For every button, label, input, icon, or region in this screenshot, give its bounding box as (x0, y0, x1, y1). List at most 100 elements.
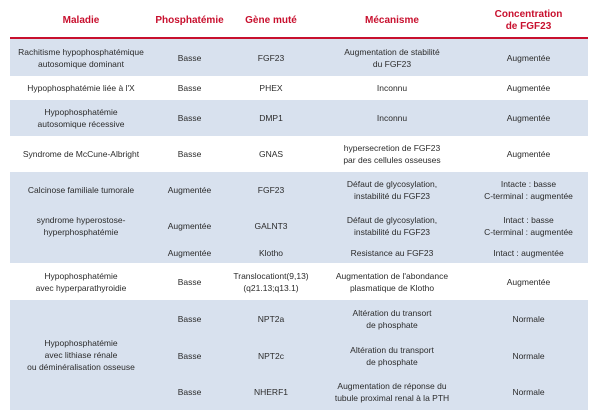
table-row: Hypophosphatémie avec lithiase rénale ou… (10, 300, 588, 410)
cell-text: Défaut de glycosylation, (346, 214, 438, 225)
cell-maladie: Hypophosphatémie avec lithiase rénale ou… (10, 300, 152, 410)
cell-gene: Klotho (227, 243, 315, 263)
cell-text: Augmentation de réponse du (337, 381, 447, 391)
table-row: Hypophosphatémie liée à l'X Basse PHEX I… (10, 76, 588, 100)
cell-gene: NPT2a (227, 300, 315, 338)
table-row: Syndrome de McCune-Albright Basse GNAS h… (10, 136, 588, 172)
cell-maladie: Syndrome de McCune-Albright (10, 136, 152, 172)
cell-text: Altération du transort (352, 308, 432, 318)
cell-text: instabilité du FGF23 (353, 191, 431, 201)
cell-concentration: Normale (469, 300, 588, 338)
cell-gene: Translocationt(9,13) (q21.13;q13.1) (227, 263, 315, 300)
cell-phosphatemie: Basse (152, 300, 227, 338)
cell-gene: FGF23 (227, 38, 315, 76)
fgf23-disease-table-container: Maladie Phosphatémie Gène muté Mécanisme… (10, 4, 588, 410)
cell-concentration: Augmentée (469, 76, 588, 100)
table-row: Calcinose familiale tumorale Augmentée F… (10, 172, 588, 208)
cell-concentration: Intacte : basse C-terminal : augmentée (469, 172, 588, 208)
cell-text: C-terminal : augmentée (484, 226, 573, 237)
header-gene-mute: Gène muté (227, 4, 315, 39)
cell-text: Hypophosphatémie (44, 270, 118, 281)
cell-phosphatemie: Basse (152, 136, 227, 172)
table-row: syndrome hyperostose- hyperphosphatémie … (10, 208, 588, 243)
cell-text: avec lithiase rénale (44, 350, 118, 360)
cell-mecanisme: Défaut de glycosylation, instabilité du … (315, 208, 469, 243)
cell-mecanisme: Altération du transort de phosphate (315, 300, 469, 338)
table-row: Rachitisme hypophosphatémique autosomiqu… (10, 38, 588, 76)
header-concentration-line-2: de FGF23 (505, 20, 552, 32)
cell-mecanisme: Altération du transport de phosphate (315, 338, 469, 374)
cell-gene: PHEX (227, 76, 315, 100)
cell-maladie: Rachitisme hypophosphatémique autosomiqu… (10, 38, 152, 76)
cell-text: tubule proximal renal à la PTH (334, 393, 450, 403)
cell-phosphatemie: Basse (152, 100, 227, 136)
fgf23-disease-table: Maladie Phosphatémie Gène muté Mécanisme… (10, 4, 588, 410)
cell-mecanisme: Inconnu (315, 76, 469, 100)
cell-concentration: Normale (469, 338, 588, 374)
cell-concentration: Augmentée (469, 263, 588, 300)
cell-gene: DMP1 (227, 100, 315, 136)
cell-text: de phosphate (366, 320, 418, 330)
cell-text: Augmentation de l'abondance (335, 270, 449, 281)
cell-gene: NPT2c (227, 338, 315, 374)
cell-concentration: Augmentée (469, 100, 588, 136)
cell-maladie: Hypophosphatémie liée à l'X (10, 76, 152, 100)
cell-text: autosomique récessive (37, 119, 125, 129)
cell-text: Intact : basse (503, 214, 554, 225)
cell-text: plasmatique de Klotho (349, 282, 435, 293)
table-row: Hypophosphatémie autosomique récessive B… (10, 100, 588, 136)
table-row: Augmentée Klotho Resistance au FGF23 Int… (10, 243, 588, 263)
cell-maladie: Hypophosphatémie autosomique récessive (10, 100, 152, 136)
cell-text: hyperphosphatémie (43, 226, 119, 237)
cell-mecanisme: Resistance au FGF23 (315, 243, 469, 263)
cell-gene: GNAS (227, 136, 315, 172)
cell-maladie-empty (10, 243, 152, 263)
cell-text: Défaut de glycosylation, (346, 179, 438, 189)
cell-gene: NHERF1 (227, 374, 315, 410)
cell-mecanisme: Défaut de glycosylation, instabilité du … (315, 172, 469, 208)
cell-phosphatemie: Basse (152, 338, 227, 374)
header-maladie: Maladie (10, 4, 152, 39)
cell-maladie: Calcinose familiale tumorale (10, 172, 152, 208)
cell-concentration: Augmentée (469, 38, 588, 76)
cell-text: Augmentation de stabilité (344, 46, 440, 57)
cell-text: par des cellules osseuses (343, 155, 441, 165)
cell-mecanisme: Augmentation de réponse du tubule proxim… (315, 374, 469, 410)
cell-text: ou déminéralisation osseuse (27, 362, 135, 372)
cell-text: Altération du transport (350, 345, 434, 355)
cell-text: de phosphate (366, 357, 418, 367)
cell-phosphatemie: Basse (152, 263, 227, 300)
cell-mecanisme: Augmentation de stabilité du FGF23 (315, 38, 469, 76)
cell-text: Hypophosphatémie (44, 338, 118, 348)
cell-text: hypersecretion de FGF23 (343, 143, 441, 153)
cell-concentration: Intact : augmentée (469, 243, 588, 263)
cell-phosphatemie: Augmentée (152, 172, 227, 208)
cell-phosphatemie: Augmentée (152, 208, 227, 243)
cell-text: avec hyperparathyroidie (35, 282, 127, 293)
cell-text: instabilité du FGF23 (353, 226, 431, 237)
cell-mecanisme: Inconnu (315, 100, 469, 136)
table-row: Basse NHERF1 Augmentation de réponse du … (10, 374, 588, 410)
cell-maladie: Hypophosphatémie avec hyperparathyroidie (10, 263, 152, 300)
cell-text: syndrome hyperostose- (36, 214, 126, 225)
cell-text: autosomique dominant (37, 58, 124, 69)
cell-text: Rachitisme hypophosphatémique (18, 46, 144, 57)
cell-concentration: Augmentée (469, 136, 588, 172)
header-concentration-line-1: Concentration (494, 8, 563, 20)
header-mecanisme: Mécanisme (315, 4, 469, 39)
cell-concentration: Normale (469, 374, 588, 410)
table-row: Basse NPT2c Altération du transport de p… (10, 338, 588, 374)
cell-gene: FGF23 (227, 172, 315, 208)
cell-mecanisme: hypersecretion de FGF23 par des cellules… (315, 136, 469, 172)
cell-maladie: syndrome hyperostose- hyperphosphatémie (10, 208, 152, 243)
cell-phosphatemie: Augmentée (152, 243, 227, 263)
cell-text: du FGF23 (372, 58, 412, 69)
cell-gene: GALNT3 (227, 208, 315, 243)
cell-text: Intacte : basse (500, 179, 557, 189)
table-row: Hypophosphatémie avec hyperparathyroidie… (10, 263, 588, 300)
cell-phosphatemie: Basse (152, 76, 227, 100)
cell-concentration: Intact : basse C-terminal : augmentée (469, 208, 588, 243)
header-phosphatemie: Phosphatémie (152, 4, 227, 39)
cell-mecanisme: Augmentation de l'abondance plasmatique … (315, 263, 469, 300)
table-header-row: Maladie Phosphatémie Gène muté Mécanisme… (10, 4, 588, 39)
